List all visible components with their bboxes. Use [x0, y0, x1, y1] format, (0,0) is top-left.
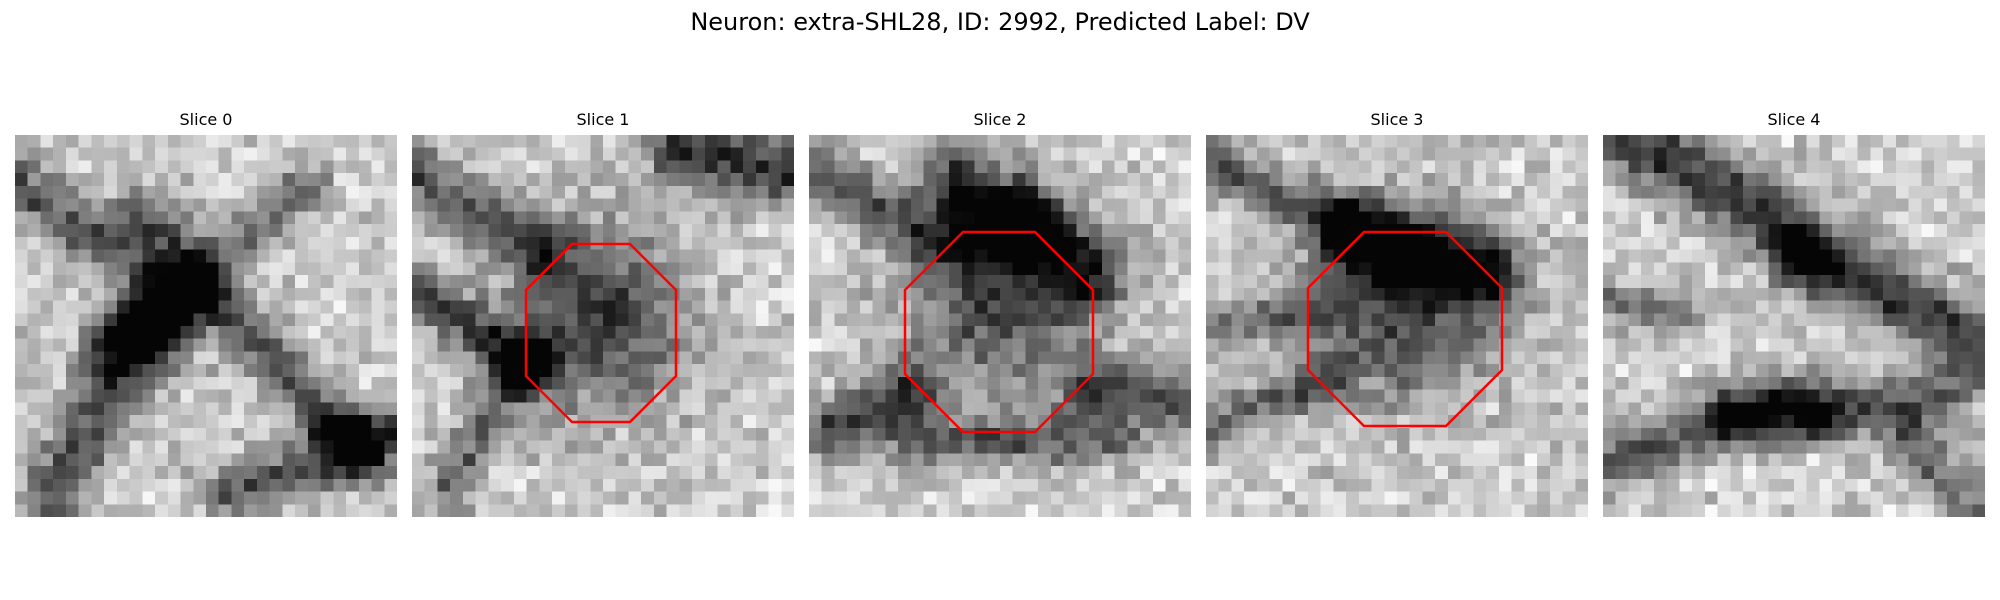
slice-image — [809, 135, 1191, 517]
roi-outline-layer — [903, 230, 1095, 434]
roi-outline-layer — [524, 242, 678, 424]
slice-title: Slice 2 — [973, 110, 1027, 129]
slice-image — [15, 135, 397, 517]
slice-panel-2: Slice 2 — [809, 110, 1191, 518]
roi-octagon-outline — [903, 230, 1095, 434]
slice-title: Slice 1 — [576, 110, 630, 129]
microscopy-image — [412, 135, 794, 517]
slice-title: Slice 3 — [1370, 110, 1424, 129]
slice-title: Slice 0 — [179, 110, 233, 129]
slice-panel-3: Slice 3 — [1206, 110, 1588, 518]
microscopy-image — [809, 135, 1191, 517]
microscopy-image — [1206, 135, 1588, 517]
slice-panel-4: Slice 4 — [1603, 110, 1985, 518]
roi-octagon-outline — [1306, 230, 1504, 428]
microscopy-image — [15, 135, 397, 517]
slice-panel-0: Slice 0 — [15, 110, 397, 518]
figure-title: Neuron: extra-SHL28, ID: 2992, Predicted… — [690, 8, 1310, 36]
slice-panel-1: Slice 1 — [412, 110, 794, 518]
roi-outline-layer — [1306, 230, 1504, 428]
slice-title: Slice 4 — [1767, 110, 1821, 129]
roi-octagon-outline — [524, 242, 678, 424]
slice-image — [1206, 135, 1588, 517]
slice-image — [1603, 135, 1985, 517]
slice-image — [412, 135, 794, 517]
microscopy-image — [1603, 135, 1985, 517]
